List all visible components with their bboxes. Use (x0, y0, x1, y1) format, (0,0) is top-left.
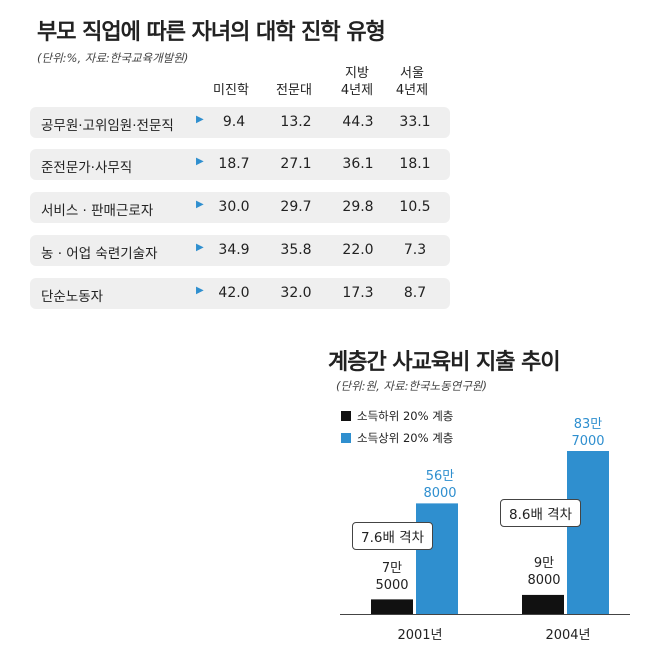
cell-value: 36.1 (342, 156, 374, 172)
bar-value-label: 56만 8000 (423, 469, 457, 501)
table-row: 준전문가·사무직 ▶ 18.7 27.1 36.1 18.1 (30, 149, 450, 180)
bar-value-label: 83만 7000 (571, 417, 605, 449)
arrow-right-icon: ▶ (196, 242, 204, 253)
bar-value-label: 7만 5000 (375, 561, 409, 593)
bar-value-label: 9만 8000 (527, 556, 561, 588)
table-row: 공무원·고위임원·전문직 ▶ 9.4 13.2 44.3 33.1 (30, 107, 450, 138)
cell-value: 30.0 (218, 199, 250, 215)
cell-value: 7.3 (403, 242, 427, 258)
legend-swatch (341, 411, 351, 421)
cell-value: 18.7 (218, 156, 250, 172)
arrow-right-icon: ▶ (196, 199, 204, 210)
legend-item-high-income: 소득상위 20% 계층 (341, 430, 454, 445)
cell-value: 8.7 (403, 285, 427, 301)
table-source: (단위:%, 자료:한국교육개발원) (37, 51, 189, 65)
bar-high-income-2 (567, 451, 609, 614)
cell-value: 44.3 (342, 114, 374, 130)
arrow-right-icon: ▶ (196, 114, 204, 125)
legend-swatch (341, 433, 351, 443)
cell-value: 22.0 (342, 242, 374, 258)
chart-title: 계층간 사교육비 지출 추이 (328, 350, 561, 375)
gap-annotation: 7.6배 격차 (352, 522, 434, 550)
cell-value: 34.9 (218, 242, 250, 258)
column-header-seoul-university: 서울 4년제 (395, 66, 429, 98)
gap-annotation: 8.6배 격차 (500, 499, 582, 527)
row-label: 농 · 어업 숙련기술자 (41, 246, 158, 262)
cell-value: 27.1 (280, 156, 312, 172)
row-label: 서비스 · 판매근로자 (41, 203, 154, 219)
cell-value: 13.2 (280, 114, 312, 130)
row-label: 공무원·고위임원·전문직 (41, 118, 174, 134)
x-axis-line (340, 614, 630, 615)
x-tick-label: 2004년 (545, 628, 591, 643)
cell-value: 10.5 (399, 199, 431, 215)
row-label: 단순노동자 (41, 289, 104, 305)
cell-value: 42.0 (218, 285, 250, 301)
cell-value: 33.1 (399, 114, 431, 130)
bar-low-income-2 (522, 594, 564, 614)
table-row: 농 · 어업 숙련기술자 ▶ 34.9 35.8 22.0 7.3 (30, 235, 450, 266)
cell-value: 29.7 (280, 199, 312, 215)
row-label: 준전문가·사무직 (41, 160, 133, 176)
column-header-junior-college: 전문대 (276, 83, 312, 98)
cell-value: 9.4 (222, 114, 246, 130)
cell-value: 35.8 (280, 242, 312, 258)
legend-label: 소득상위 20% 계층 (357, 431, 454, 445)
x-tick-label: 2001년 (397, 628, 443, 643)
table-row: 단순노동자 ▶ 42.0 32.0 17.3 8.7 (30, 278, 450, 309)
cell-value: 32.0 (280, 285, 312, 301)
table-row: 서비스 · 판매근로자 ▶ 30.0 29.7 29.8 10.5 (30, 192, 450, 223)
arrow-right-icon: ▶ (196, 156, 204, 167)
column-header-no-college: 미진학 (213, 83, 249, 98)
cell-value: 17.3 (342, 285, 374, 301)
chart-source: (단위:원, 자료:한국노동연구원) (336, 379, 487, 393)
legend-item-low-income: 소득하위 20% 계층 (341, 408, 454, 423)
bar-high-income-1 (416, 503, 458, 614)
cell-value: 18.1 (399, 156, 431, 172)
column-header-regional-university: 지방 4년제 (340, 66, 374, 98)
cell-value: 29.8 (342, 199, 374, 215)
legend-label: 소득하위 20% 계층 (357, 409, 454, 423)
arrow-right-icon: ▶ (196, 285, 204, 296)
bar-low-income-1 (371, 599, 413, 614)
table-title: 부모 직업에 따른 자녀의 대학 진학 유형 (37, 20, 386, 45)
